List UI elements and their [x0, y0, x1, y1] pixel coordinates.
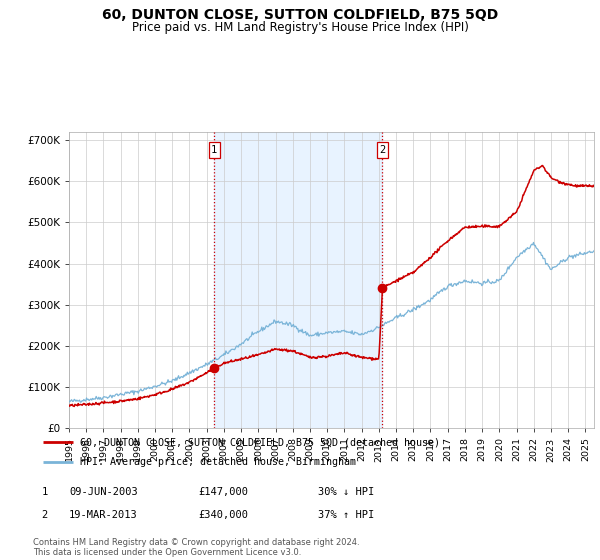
Text: 60, DUNTON CLOSE, SUTTON COLDFIELD, B75 5QD: 60, DUNTON CLOSE, SUTTON COLDFIELD, B75 … — [102, 8, 498, 22]
Text: 2: 2 — [41, 510, 47, 520]
Text: 2: 2 — [379, 145, 386, 155]
Text: Contains HM Land Registry data © Crown copyright and database right 2024.: Contains HM Land Registry data © Crown c… — [33, 538, 359, 547]
Text: Price paid vs. HM Land Registry's House Price Index (HPI): Price paid vs. HM Land Registry's House … — [131, 21, 469, 34]
Text: 37% ↑ HPI: 37% ↑ HPI — [318, 510, 374, 520]
Text: 19-MAR-2013: 19-MAR-2013 — [69, 510, 138, 520]
Text: £340,000: £340,000 — [198, 510, 248, 520]
Text: 09-JUN-2003: 09-JUN-2003 — [69, 487, 138, 497]
Text: 60, DUNTON CLOSE, SUTTON COLDFIELD, B75 5QD (detached house): 60, DUNTON CLOSE, SUTTON COLDFIELD, B75 … — [80, 437, 440, 447]
Text: 1: 1 — [41, 487, 47, 497]
Text: 1: 1 — [211, 145, 217, 155]
Text: £147,000: £147,000 — [198, 487, 248, 497]
Text: HPI: Average price, detached house, Birmingham: HPI: Average price, detached house, Birm… — [80, 458, 356, 467]
Bar — [214, 132, 382, 428]
Text: This data is licensed under the Open Government Licence v3.0.: This data is licensed under the Open Gov… — [33, 548, 301, 557]
Text: 30% ↓ HPI: 30% ↓ HPI — [318, 487, 374, 497]
